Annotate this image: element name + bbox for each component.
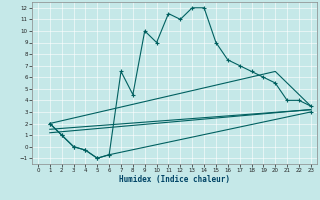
X-axis label: Humidex (Indice chaleur): Humidex (Indice chaleur) bbox=[119, 175, 230, 184]
